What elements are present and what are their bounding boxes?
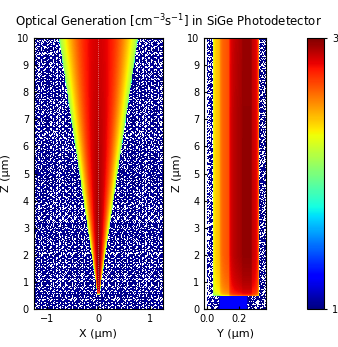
Text: Optical Generation [cm$^{-3}$s$^{-1}$] in SiGe Photodetector: Optical Generation [cm$^{-3}$s$^{-1}$] i… bbox=[16, 12, 322, 32]
X-axis label: X (μm): X (μm) bbox=[79, 329, 117, 339]
X-axis label: Y (μm): Y (μm) bbox=[217, 329, 254, 339]
Y-axis label: Z (μm): Z (μm) bbox=[172, 154, 182, 193]
Y-axis label: Z (μm): Z (μm) bbox=[1, 154, 11, 193]
